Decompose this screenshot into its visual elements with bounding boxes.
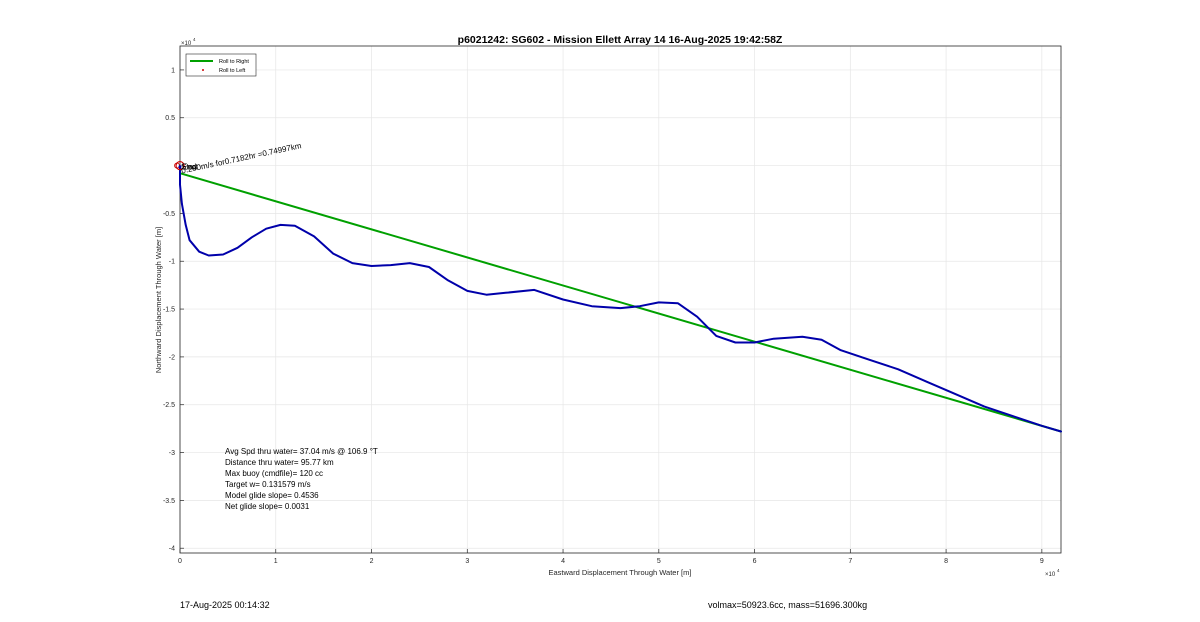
chart-title: p6021242: SG602 - Mission Ellett Array 1… — [458, 34, 783, 46]
marker-group — [174, 160, 185, 171]
legend-label-roll-right: Roll to Right — [219, 59, 249, 65]
point-label: Start — [181, 163, 199, 172]
y-tick-label: 1 — [171, 67, 175, 74]
start-end-marker — [175, 160, 185, 171]
footer-volmass: volmax=50923.6cc, mass=51696.300kg — [708, 600, 868, 610]
footer-timestamp: 17-Aug-2025 00:14:32 — [180, 600, 270, 610]
x-exponent-power: 4 — [1057, 568, 1060, 573]
series-line-mean-track — [179, 172, 1062, 433]
stat-target-w: Target w= 0.131579 m/s — [225, 480, 311, 489]
y-exponent-base: ×10 — [181, 41, 192, 47]
y-tick-label: -3.5 — [163, 498, 175, 505]
stat-avg-speed: Avg Spd thru water= 37.04 m/s @ 106.9 °T — [225, 447, 378, 456]
legend-swatch-roll-left — [202, 69, 204, 71]
x-tick-label: 5 — [657, 558, 661, 565]
x-axis-label: Eastward Displacement Through Water [m] — [549, 568, 692, 577]
y-tick-label: -1 — [169, 259, 175, 266]
start-end-marker — [178, 165, 182, 169]
x-exponent: ×10 4 — [1045, 568, 1060, 578]
y-tick-label: -3 — [169, 450, 175, 457]
y-tick-label: -4 — [169, 546, 175, 553]
y-exponent: ×10 4 — [181, 37, 196, 47]
stat-distance: Distance thru water= 95.77 km — [225, 458, 334, 467]
legend: Roll to Right Roll to Left — [185, 53, 257, 77]
plot-area — [179, 45, 1062, 554]
y-tick-label: -1.5 — [163, 307, 175, 314]
y-tick-label: -0.5 — [163, 211, 175, 218]
x-tick-label: 9 — [1040, 558, 1044, 565]
stat-max-buoy: Max buoy (cmdfile)= 120 cc — [225, 469, 323, 478]
series-line-glider-track — [179, 166, 1062, 433]
legend-label-roll-left: Roll to Left — [219, 68, 246, 74]
y-axis-label: Northward Displacement Through Water [m] — [154, 227, 163, 373]
stat-net-glide: Net glide slope= 0.0031 — [225, 502, 310, 511]
x-tick-label: 2 — [370, 558, 374, 565]
x-tick-label: 3 — [465, 558, 469, 565]
x-tick-label: 4 — [561, 558, 565, 565]
x-tick-label: 7 — [848, 558, 852, 565]
x-tick-label: 6 — [753, 558, 757, 565]
y-exponent-power: 4 — [193, 37, 196, 42]
axis-ticks: 0 1 2 3 4 5 6 7 8 9 1 0.5 -0.5 -1 -1.5 -2 -2.5 -3 -3.5 -4 — [163, 67, 1044, 565]
x-exponent-base: ×10 — [1045, 572, 1056, 578]
x-tick-label: 1 — [274, 558, 278, 565]
series-group — [179, 166, 1062, 433]
stat-model-glide: Model glide slope= 0.4536 — [225, 491, 319, 500]
x-tick-label: 0 — [178, 558, 182, 565]
y-tick-label: -2 — [169, 354, 175, 361]
y-tick-label: -2.5 — [163, 402, 175, 409]
stats-block: Avg Spd thru water= 37.04 m/s @ 106.9 °T… — [225, 447, 378, 511]
y-tick-label: 0.5 — [165, 115, 175, 122]
point-label: End — [182, 163, 196, 172]
x-tick-label: 8 — [944, 558, 948, 565]
